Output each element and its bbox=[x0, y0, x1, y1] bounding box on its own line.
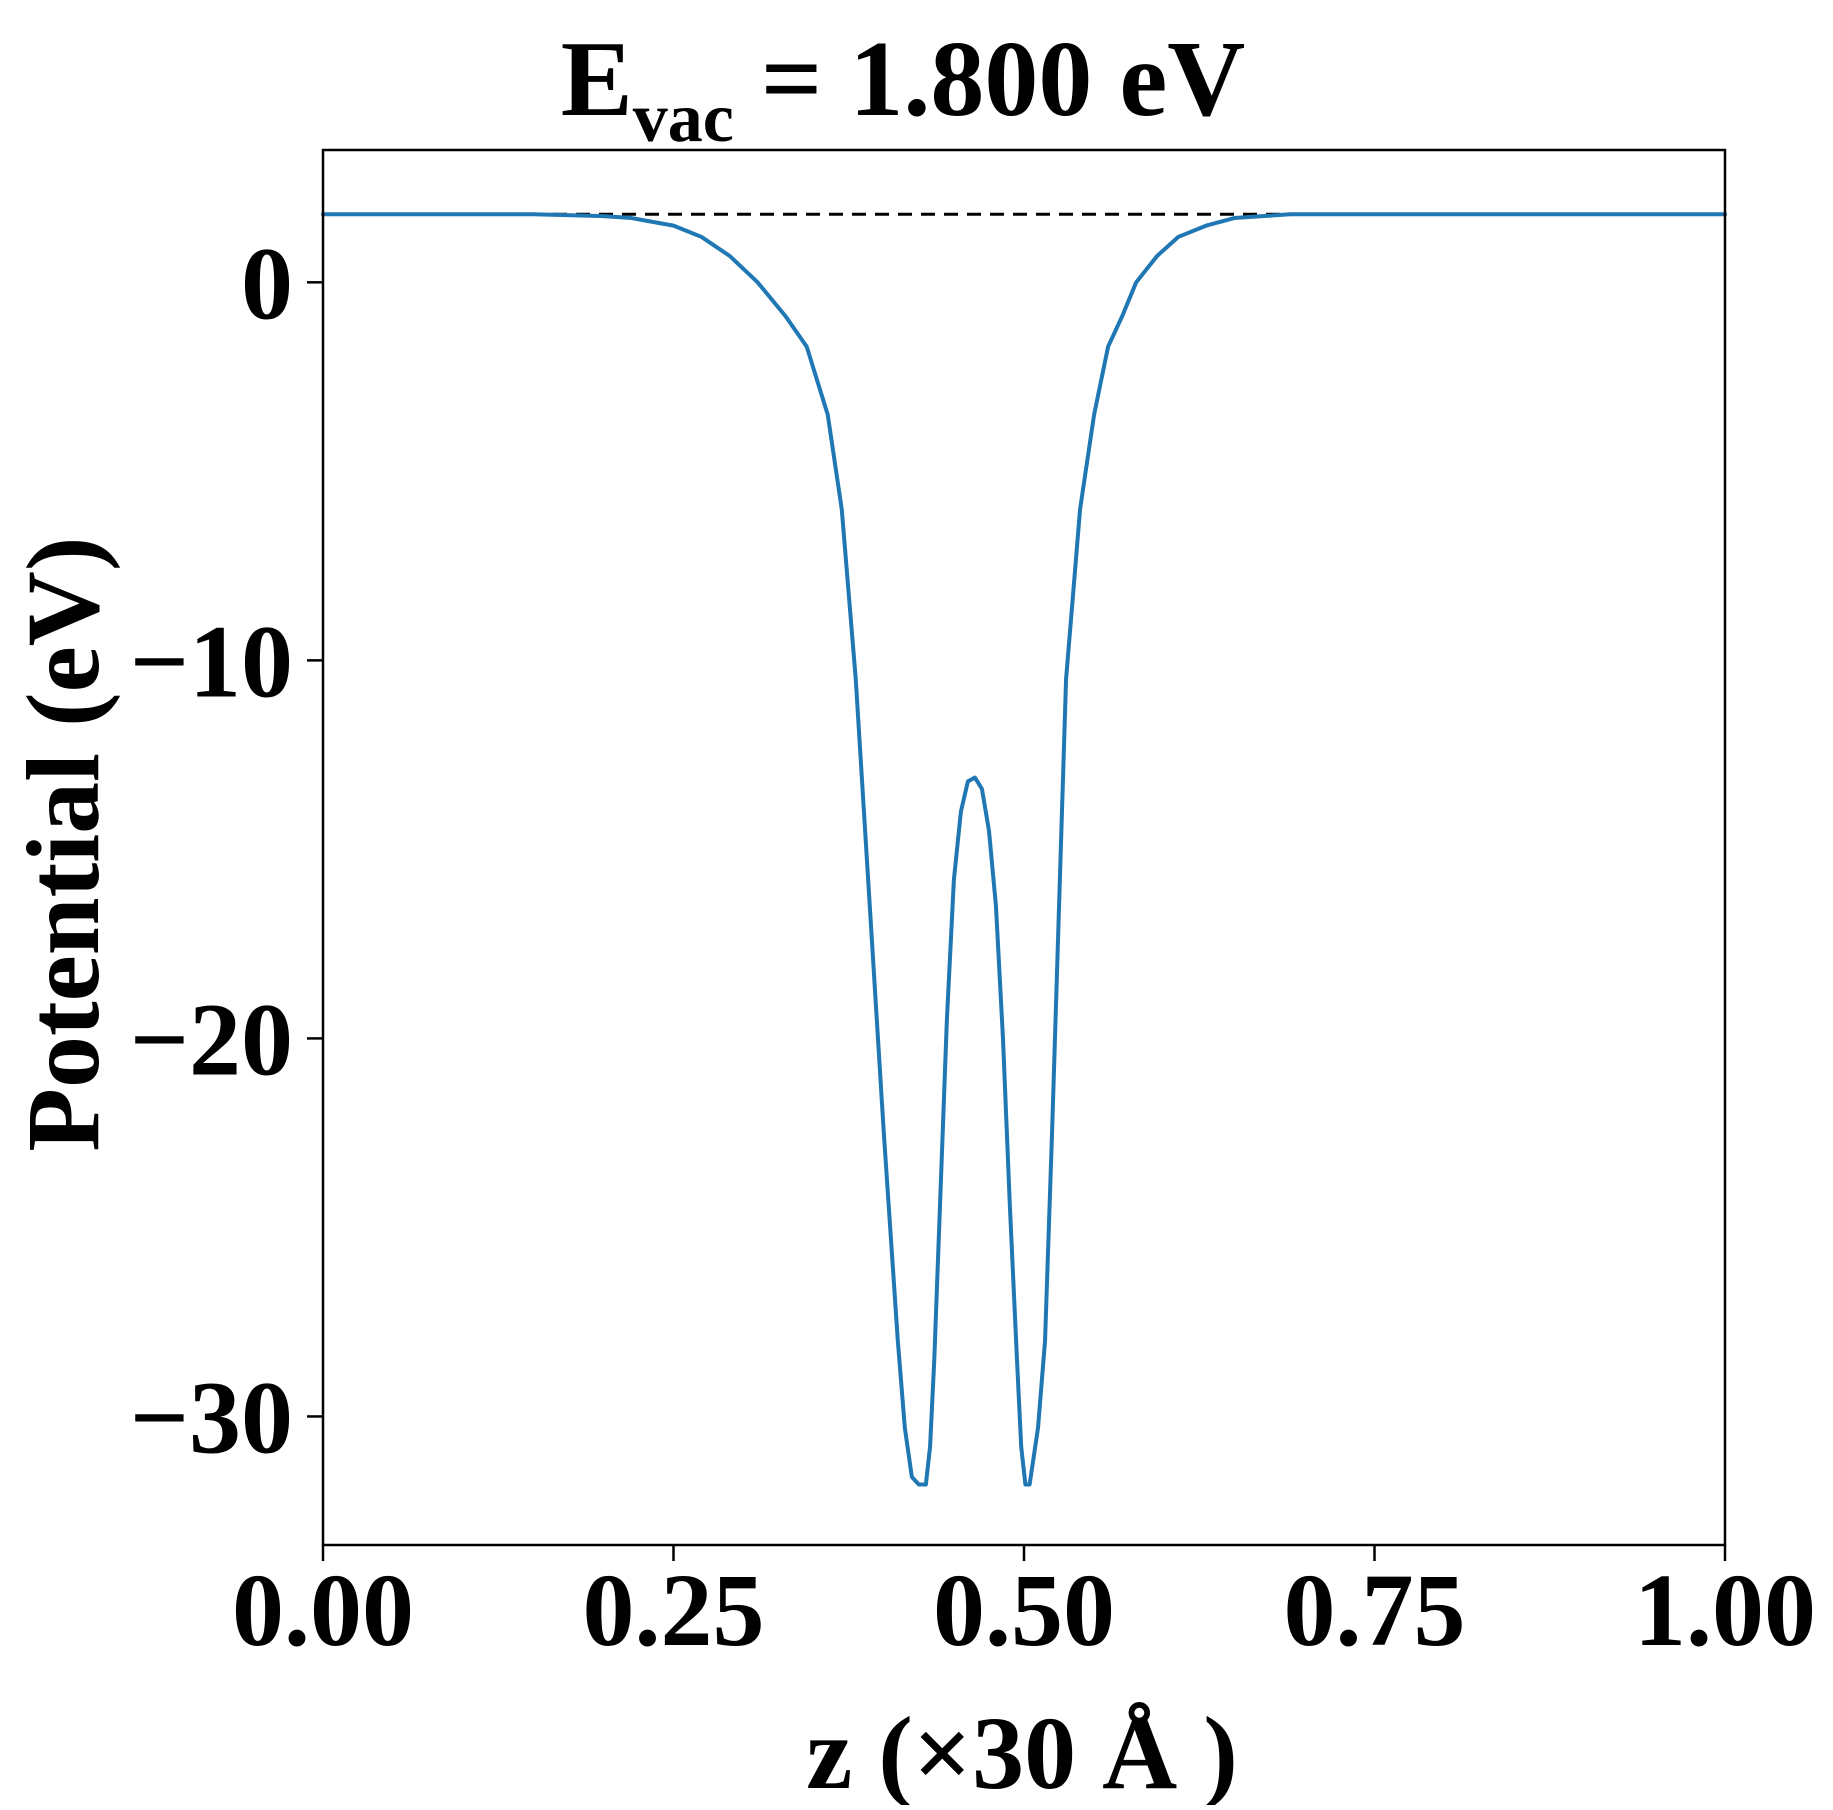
y-axis-label: Potential (eV) bbox=[6, 536, 121, 1151]
x-tick-label-1: 0.25 bbox=[583, 1553, 765, 1668]
y-tick-label-1: −10 bbox=[130, 604, 293, 719]
plot-area: 0.00 0.25 0.50 0.75 1.00 0 −10 −20 −30 bbox=[130, 148, 1816, 1668]
chart-title-suffix: = 1.800 eV bbox=[734, 20, 1245, 139]
y-tick-label-0: 0 bbox=[241, 226, 293, 341]
chart-title-main: E bbox=[561, 20, 633, 139]
chart-title-subscript: vac bbox=[633, 80, 734, 157]
y-tick-label-2: −20 bbox=[130, 982, 293, 1097]
x-axis-label: z (×30 Å ) bbox=[806, 1696, 1238, 1805]
chart-title: Evac = 1.800 eV bbox=[561, 20, 1246, 157]
x-tick-label-3: 0.75 bbox=[1284, 1553, 1466, 1668]
x-tick-label-4: 1.00 bbox=[1634, 1553, 1816, 1668]
series-line-0 bbox=[321, 212, 1727, 1487]
x-tick-label-2: 0.50 bbox=[933, 1553, 1115, 1668]
plot-frame bbox=[321, 148, 1727, 1547]
y-tick-label-3: −30 bbox=[130, 1360, 293, 1475]
x-tick-label-0: 0.00 bbox=[232, 1553, 414, 1668]
